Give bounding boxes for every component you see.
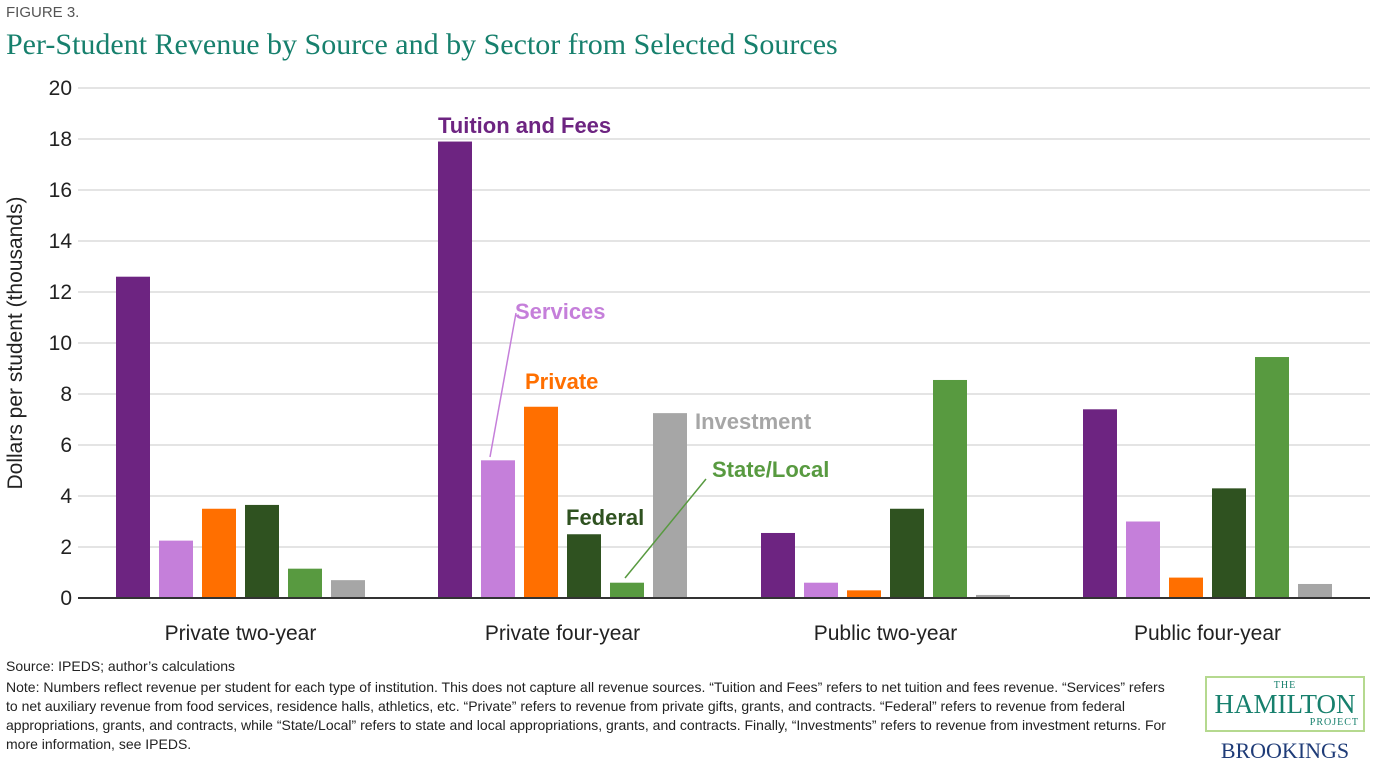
bar xyxy=(1298,583,1332,598)
bar xyxy=(1169,577,1203,598)
series-annotation-label: State/Local xyxy=(712,457,829,482)
y-tick-label: 14 xyxy=(49,230,73,253)
series-annotation-label: Tuition and Fees xyxy=(438,113,611,138)
y-tick-label: 8 xyxy=(60,383,72,406)
y-tick-label: 0 xyxy=(60,587,72,610)
bar xyxy=(1212,488,1246,598)
bar xyxy=(1255,357,1289,598)
annotation-leader-line xyxy=(624,478,707,579)
note-text: Note: Numbers reflect revenue per studen… xyxy=(6,679,1166,752)
figure-label: FIGURE 3. xyxy=(6,4,80,21)
bar xyxy=(567,534,601,598)
bar xyxy=(976,594,1010,598)
x-tick-label: Public four-year xyxy=(1134,622,1281,645)
bar xyxy=(245,504,279,598)
bar xyxy=(610,582,644,598)
bar xyxy=(1126,521,1160,598)
series-annotation-label: Private xyxy=(525,369,598,394)
y-tick-label: 2 xyxy=(60,536,72,559)
y-tick-label: 4 xyxy=(60,485,72,508)
bar xyxy=(438,141,472,599)
bar xyxy=(116,276,150,598)
series-annotation-label: Federal xyxy=(566,505,644,530)
logo-project: PROJECT xyxy=(1309,717,1359,728)
hamilton-brookings-logo: THE HAMILTON PROJECT BROOKINGS xyxy=(1205,676,1365,764)
x-tick-label: Public two-year xyxy=(814,622,958,645)
y-tick-label: 10 xyxy=(49,332,72,355)
bar xyxy=(331,580,365,598)
bar xyxy=(804,582,838,598)
y-tick-label: 18 xyxy=(49,128,72,151)
series-annotation-label: Investment xyxy=(695,409,812,434)
y-axis-label: Dollars per student (thousands) xyxy=(4,197,27,490)
bar xyxy=(481,460,515,598)
bar xyxy=(288,568,322,598)
y-tick-label: 6 xyxy=(60,434,72,457)
x-tick-label: Private two-year xyxy=(165,622,317,645)
chart-title: Per-Student Revenue by Source and by Sec… xyxy=(6,28,838,61)
bar xyxy=(933,379,967,598)
bar xyxy=(524,406,558,598)
annotation-leader-line xyxy=(489,312,517,458)
bar-chart: 0 2 4 6 8 10 12 14 16 18 20 Dollars per student (th… xyxy=(4,77,1370,645)
series-annotation-label: Services xyxy=(515,299,606,324)
logo-brookings: BROOKINGS xyxy=(1220,738,1350,763)
logo-hamilton: HAMILTON xyxy=(1214,689,1356,719)
y-tick-label: 16 xyxy=(49,179,72,202)
x-tick-label: Private four-year xyxy=(485,622,640,645)
bar xyxy=(890,508,924,598)
source-text: Source: IPEDS; author’s calculations xyxy=(6,658,236,674)
y-tick-label: 12 xyxy=(49,281,72,304)
bar xyxy=(653,413,687,598)
y-tick-label: 20 xyxy=(49,77,72,100)
bar xyxy=(761,532,795,598)
bar xyxy=(202,508,236,598)
bar xyxy=(1083,409,1117,598)
logo-the: THE xyxy=(1273,680,1297,691)
bar xyxy=(159,540,193,598)
bar xyxy=(847,590,881,598)
